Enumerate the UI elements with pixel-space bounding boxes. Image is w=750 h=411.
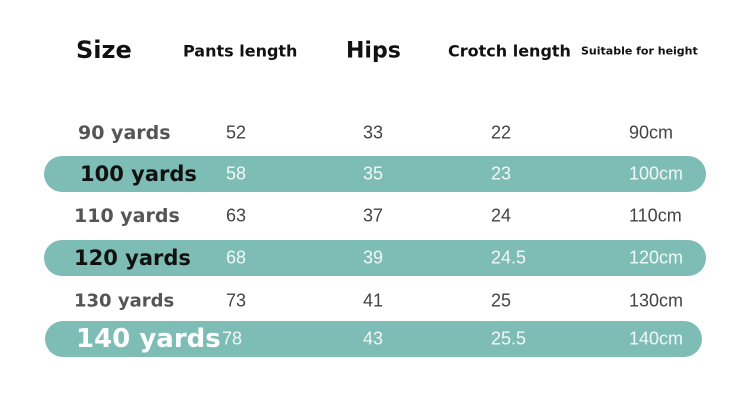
size-value: 140cm <box>629 328 684 349</box>
row-highlight <box>44 156 706 192</box>
size-label: 90 yards <box>78 122 171 144</box>
size-value: 110cm <box>629 205 682 226</box>
header-size: Size <box>76 36 132 64</box>
size-label: 140 yards <box>76 324 221 354</box>
size-value: 58 <box>226 163 247 184</box>
size-label: 100 yards <box>80 162 197 186</box>
header-hips: Hips <box>346 38 401 64</box>
size-value: 25.5 <box>491 328 527 349</box>
row-highlight <box>45 321 702 357</box>
size-value: 23 <box>491 163 512 184</box>
size-value: 130cm <box>629 290 684 311</box>
header-pants-length: Pants length <box>183 41 298 61</box>
size-value: 120cm <box>629 247 684 268</box>
size-value: 37 <box>363 205 384 226</box>
size-value: 24.5 <box>491 247 527 268</box>
header-height: Suitable for height <box>581 44 698 58</box>
size-value: 25 <box>491 290 512 311</box>
size-value: 52 <box>226 122 247 143</box>
size-value: 43 <box>363 328 384 349</box>
size-value: 78 <box>222 328 243 349</box>
size-value: 63 <box>226 205 247 226</box>
size-value: 90cm <box>629 122 674 143</box>
size-label: 110 yards <box>74 205 180 227</box>
size-label: 130 yards <box>74 290 175 312</box>
row-highlight <box>44 240 706 276</box>
size-value: 41 <box>363 290 384 311</box>
size-value: 22 <box>491 122 512 143</box>
header-crotch-length: Crotch length <box>448 41 571 61</box>
size-value: 73 <box>226 290 247 311</box>
size-label: 120 yards <box>74 246 191 270</box>
size-value: 35 <box>363 163 384 184</box>
size-value: 33 <box>363 122 384 143</box>
size-value: 100cm <box>629 163 684 184</box>
size-value: 39 <box>363 247 384 268</box>
size-value: 24 <box>491 205 512 226</box>
size-value: 68 <box>226 247 247 268</box>
